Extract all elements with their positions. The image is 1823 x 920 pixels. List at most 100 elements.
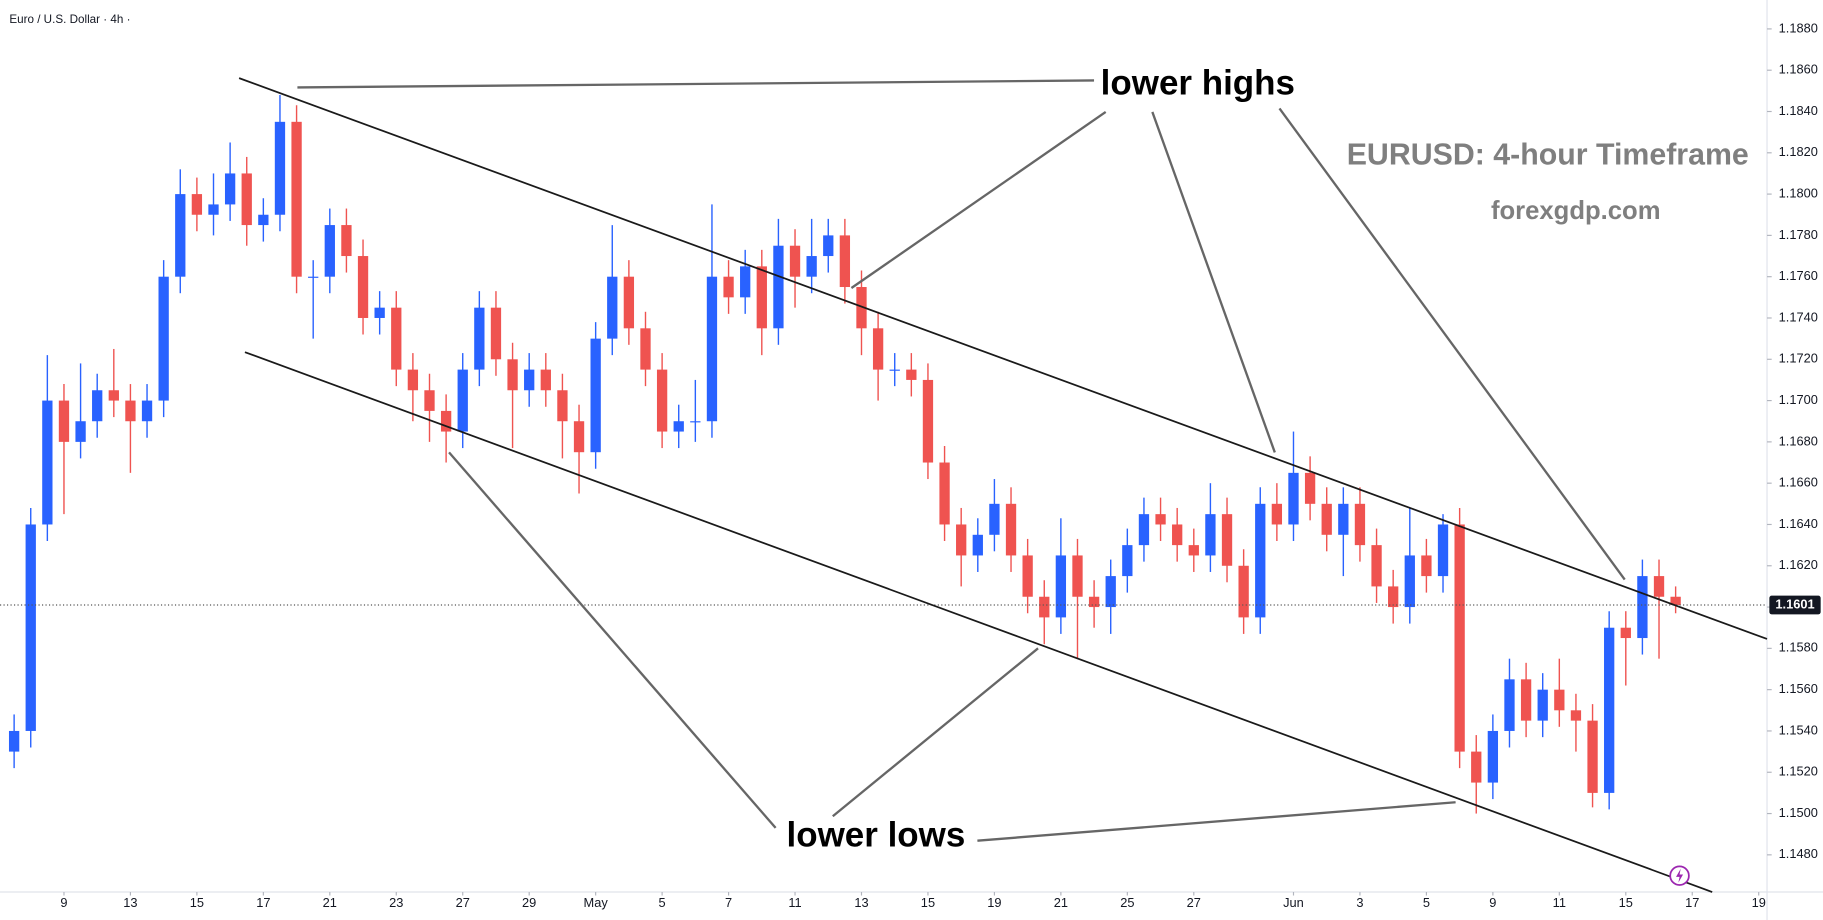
candle-body [490,307,502,360]
candle-body [1155,514,1166,525]
x-tick-label: 17 [1685,895,1699,910]
x-tick-label: 23 [389,895,403,910]
candle-body [1172,524,1183,546]
candle-body [141,400,153,422]
candle-body [1255,503,1266,618]
x-tick-label: 27 [1187,895,1201,910]
pointer-line [977,801,1456,842]
candle-body [191,194,203,215]
x-tick-label: 25 [1120,895,1134,910]
y-tick-label: 1.1480 [1779,846,1818,861]
x-tick-label: 21 [1054,895,1068,910]
candle-body [58,400,70,442]
candle-body [1404,555,1415,608]
candle-body [1504,679,1515,731]
candle-body [1088,596,1100,608]
lower-channel [244,351,1713,893]
x-tick-label: 9 [60,895,67,910]
candle-body [1122,545,1133,577]
x-tick-label: 11 [788,895,801,910]
candle-body [474,307,485,370]
candle-body [1637,576,1648,639]
candle-body [740,266,751,298]
candle-body [1520,679,1532,721]
candle-body [856,287,867,329]
x-tick-label: 5 [659,895,666,910]
candle-body [1271,503,1283,525]
candle-body [1587,720,1598,793]
candle-body [1039,596,1050,618]
candle-body [889,369,900,371]
pointer-line [448,451,777,829]
candle-body [1604,627,1615,793]
candle-body [42,400,53,525]
candle-body [1321,503,1332,535]
candle-body [823,235,834,257]
candle-body [1105,576,1116,608]
candle-body [673,421,684,432]
x-tick-label: 15 [1619,895,1633,910]
candle-body [1188,545,1199,556]
candle-body [640,328,651,370]
last-price-box [1769,595,1821,615]
pointer-line [1151,111,1276,453]
candle-body [706,276,718,422]
candle-body [224,173,236,205]
candle-body [972,534,983,556]
candle-body [424,390,435,411]
candle-body [1072,555,1083,597]
y-tick-label: 1.1760 [1779,268,1818,283]
candle-body [25,524,36,731]
candle-body [723,276,734,298]
watermark-site: forexgdp.com [1491,197,1661,225]
x-tick-label: 7 [725,895,732,910]
candle-body [540,369,551,391]
candle-body [308,276,319,278]
candle-body [1454,524,1465,752]
candle-body [524,369,535,391]
candle-body [1338,503,1349,535]
candle-body [1388,586,1399,608]
candle-body [623,276,635,329]
candle-body [1304,472,1316,504]
candle-body [175,194,186,277]
annotation-text: lower highs [1101,63,1295,102]
candle-body [1022,555,1033,597]
candle-body [1055,555,1067,618]
candle-body [1421,555,1432,577]
candle-body [1471,751,1482,783]
candle-body [1238,565,1249,618]
annotations: lower highs lower lows EURUSD: 4-hour Ti… [238,63,1768,893]
candle-body [457,369,468,432]
pointer-line [1278,107,1626,581]
candle-body [291,121,302,277]
candle-body [1653,576,1665,597]
x-tick-label: 9 [1489,895,1496,910]
candle-body [839,235,851,288]
candle-body [607,276,618,339]
candle-body [557,390,568,422]
candle-body [1570,710,1582,721]
x-tick-label: 3 [1356,895,1363,910]
candle-body [789,245,801,277]
x-tick-label: 11 [1553,895,1566,910]
symbol-title: Euro / U.S. Dollar · 4h · [9,13,130,26]
pointer-line [832,647,1039,818]
y-tick-label: 1.1500 [1779,805,1818,820]
candle-body [906,369,917,380]
x-tick-label: May [584,895,609,910]
last-price-label: 1.1601 [1775,596,1814,611]
candle-body [208,204,219,215]
y-tick-label: 1.1780 [1779,227,1818,242]
x-tick-label: 29 [522,895,536,910]
candle-body [656,369,668,432]
y-tick-label: 1.1560 [1779,681,1818,696]
candle-body [573,421,585,453]
candle-body [1371,545,1382,587]
candle-body [806,256,817,277]
pointer-line [297,79,1095,89]
candle-body [1288,472,1299,525]
x-tick-label: 13 [123,895,137,910]
x-tick-label: 19 [1752,895,1766,910]
